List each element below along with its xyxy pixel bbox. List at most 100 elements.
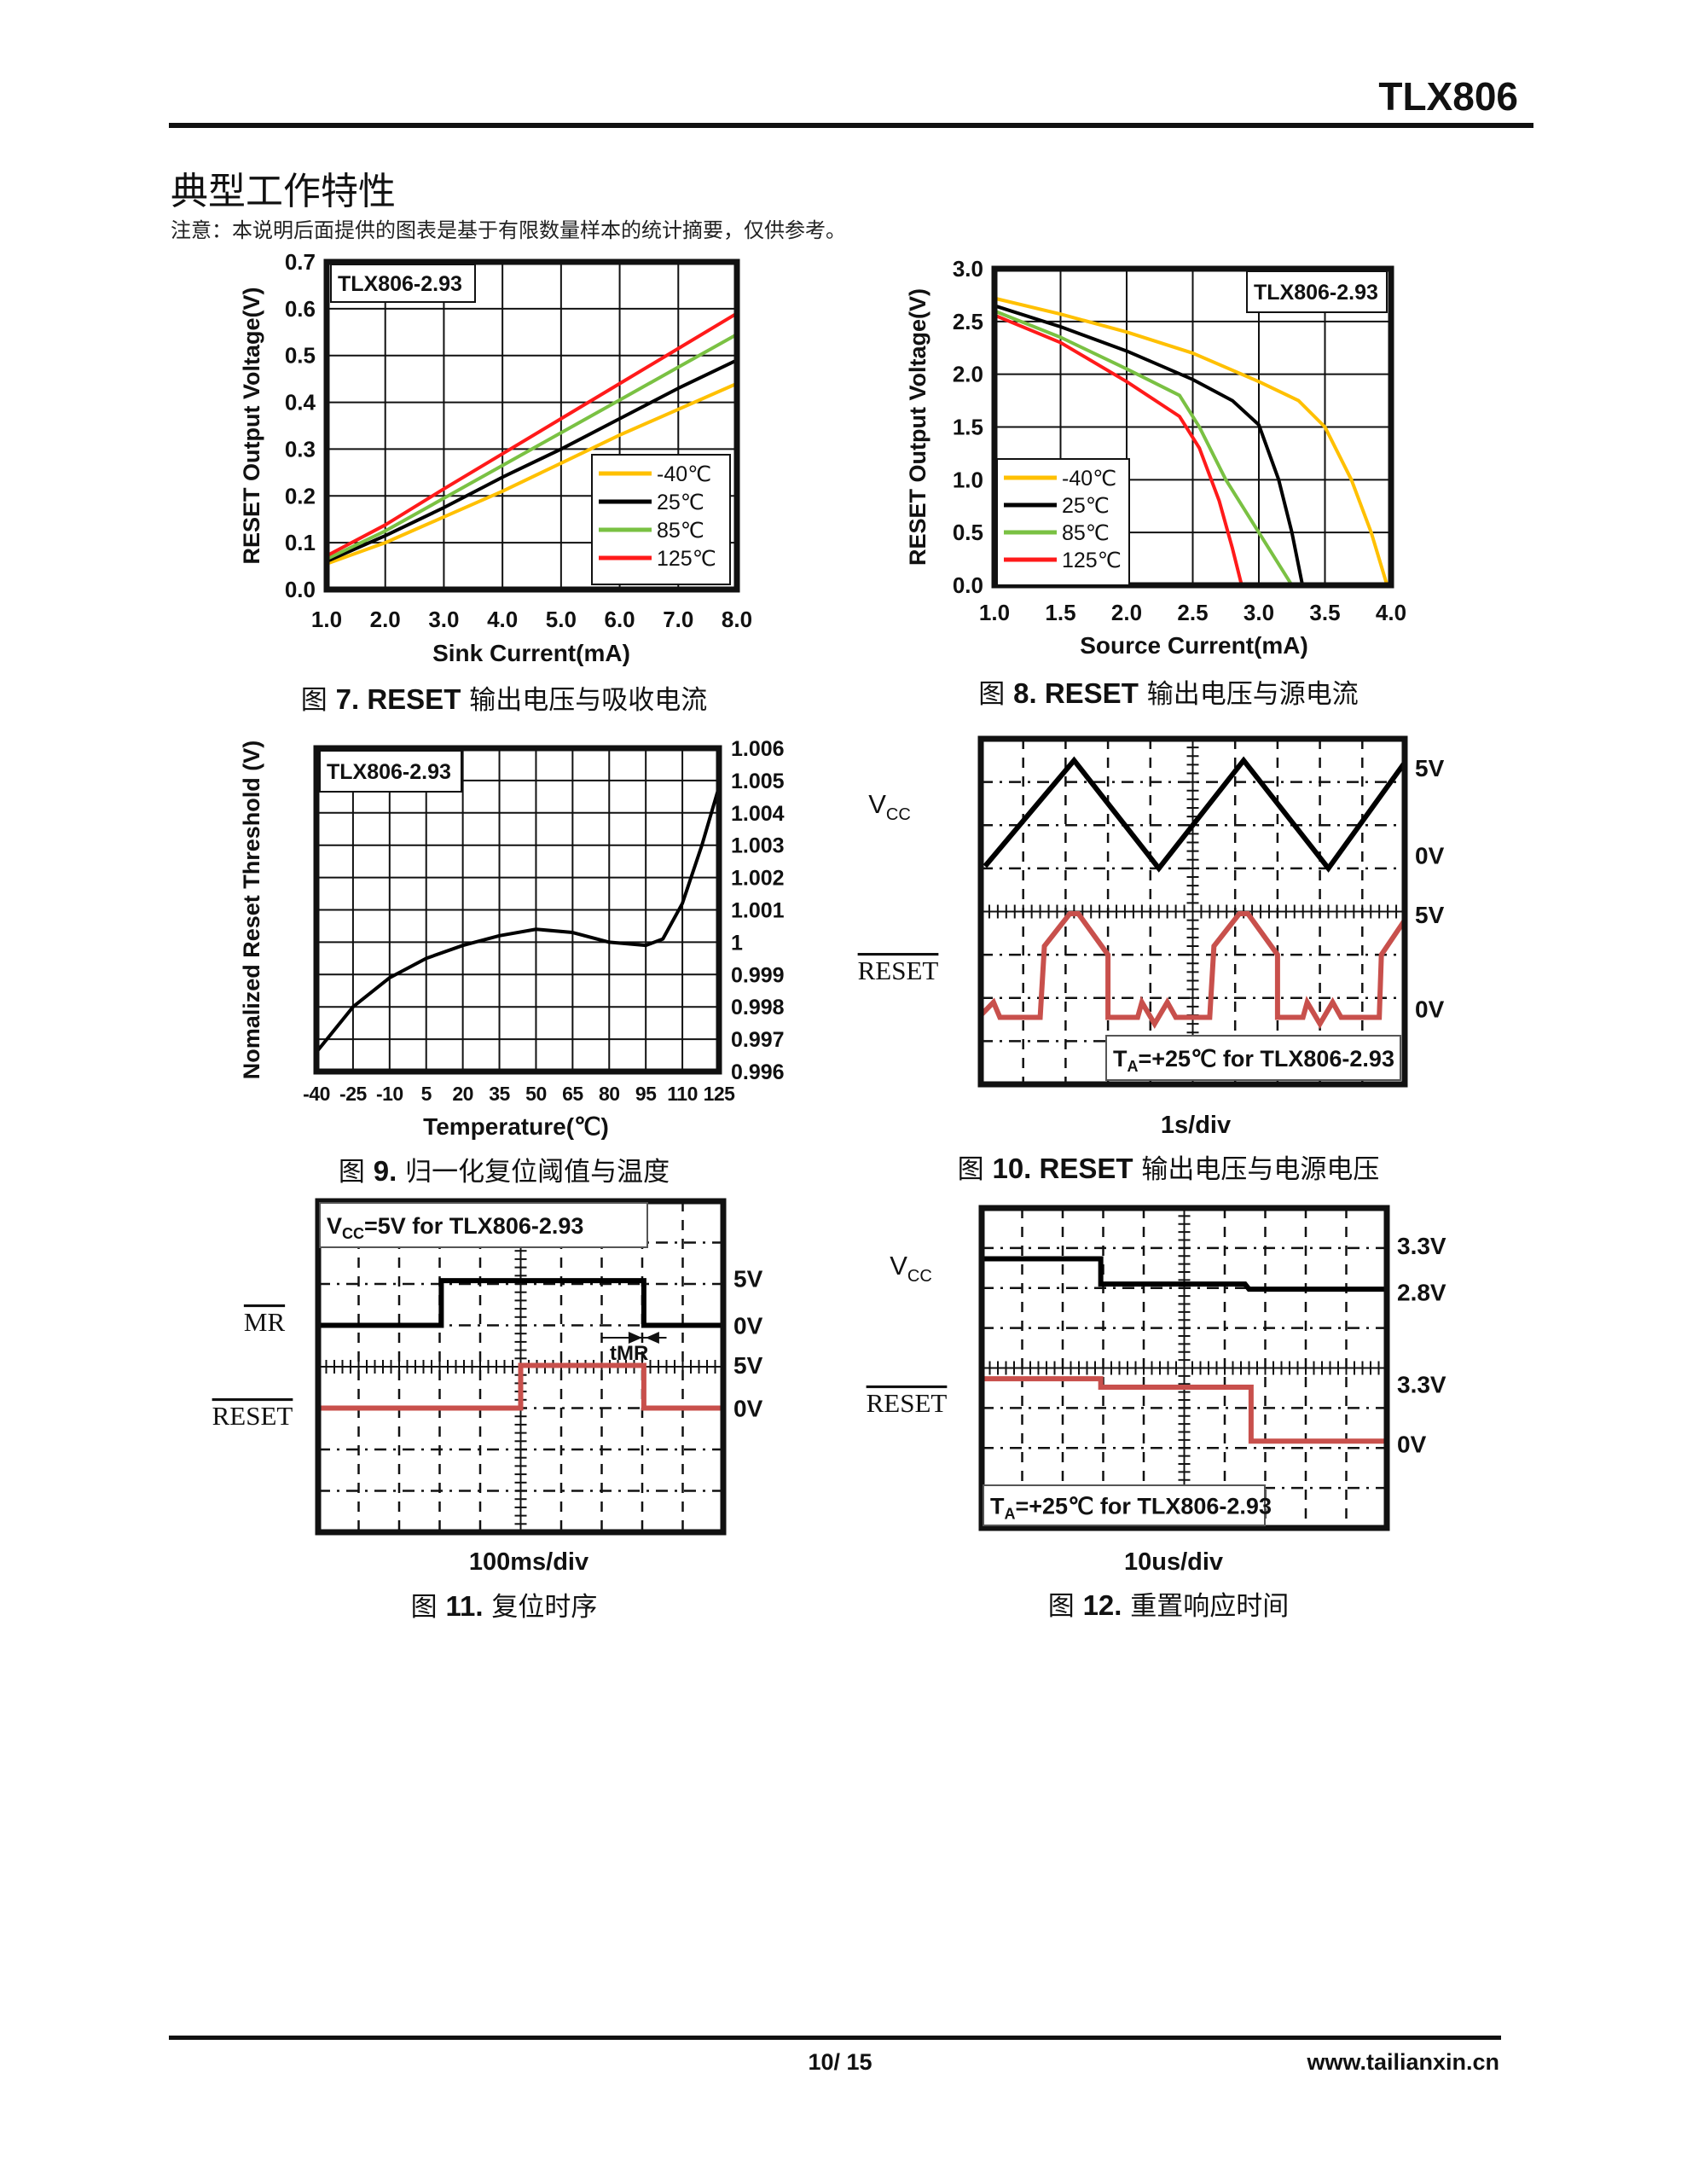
- x-tick-label: 1.5: [1045, 600, 1075, 625]
- y-tick-label: 0.999: [731, 963, 785, 987]
- series-line: [326, 381, 738, 566]
- y-tick-label: 2.0: [953, 362, 983, 387]
- series-line: [315, 786, 721, 1054]
- y-tick-label: 0.996: [731, 1060, 785, 1084]
- x-tick-label: 3.0: [428, 607, 459, 632]
- scope-frame: [315, 1198, 727, 1536]
- website-link[interactable]: www.tailianxin.cn: [1307, 2049, 1499, 2075]
- level-label: 5V: [733, 1266, 763, 1292]
- series-line: [994, 309, 1294, 587]
- x-axis-label: Source Current(mA): [1080, 632, 1308, 659]
- scope-frame: [978, 1205, 1390, 1531]
- annotation-subscript: A: [1005, 1506, 1016, 1523]
- x-tick-label: 110: [667, 1083, 698, 1105]
- y-tick-label: 0.0: [285, 577, 316, 602]
- figure-12-chart: VCC RESET 3.3V 2.8V 3.3V 0V TA=+25℃ for TLX806…: [867, 1205, 1446, 1576]
- y-tick-label: 0.4: [285, 390, 316, 415]
- series-line: [994, 296, 1389, 586]
- annotation-label: TLX806-2.93: [338, 272, 462, 296]
- legend-box: [996, 458, 1130, 586]
- y-axis-label: RESET Output Voltage(V): [905, 288, 930, 566]
- annotation-label: VCC=5V for TLX806-2.93: [327, 1213, 583, 1242]
- x-tick-label: 5.0: [546, 607, 577, 632]
- annotation-label: TLX806-2.93: [327, 760, 451, 784]
- x-tick-label: -25: [339, 1083, 367, 1105]
- level-label: 5V: [1415, 755, 1445, 781]
- x-tick-label: 50: [525, 1083, 547, 1105]
- x-tick-label: 8.0: [722, 607, 752, 632]
- annotation-rest: =5V for TLX806-2.93: [364, 1213, 583, 1239]
- y-tick-label: 0.7: [285, 249, 316, 275]
- y-tick-label: 1.003: [731, 834, 785, 858]
- trace-label-mr: MR: [244, 1307, 286, 1337]
- label-subscript: CC: [907, 1267, 932, 1286]
- figure-10-caption: 图 10. RESET 输出电压与电源电压: [958, 1147, 1380, 1186]
- trace-reset: [982, 1376, 1387, 1444]
- level-label: 0V: [733, 1313, 763, 1339]
- figure-12-caption: 图 12. 重置响应时间: [1048, 1584, 1290, 1623]
- legend-label: 125℃: [657, 547, 716, 571]
- product-title: TLX806: [1378, 74, 1518, 119]
- annotation-box: [1105, 1035, 1401, 1081]
- trace-label-vcc: VCC: [868, 789, 911, 824]
- caption-prefix: 图: [978, 679, 1014, 710]
- x-tick-label: 5: [421, 1083, 432, 1105]
- y-tick-label: 1.5: [953, 415, 983, 440]
- x-tick-label: 2.5: [1177, 600, 1208, 625]
- y-tick-label: 0.1: [285, 530, 316, 555]
- figure-8-caption: 图 8. RESET 输出电压与源电流: [978, 672, 1358, 711]
- y-tick-label: 1.004: [731, 802, 785, 826]
- annotation-box: [330, 264, 476, 303]
- x-tick-label: 1.0: [979, 600, 1010, 625]
- caption-prefix: 图: [957, 1154, 993, 1185]
- annotation-box: [319, 1202, 648, 1248]
- figure-7-chart: 1.0 2.0 3.0 4.0 5.0 6.0 7.0 8.0 0.0 0.1 0.2 0.3 0.4 0…: [239, 249, 752, 666]
- y-tick-label: 1.006: [731, 737, 785, 761]
- trace-label-reset: RESET: [858, 956, 939, 985]
- level-label: 0V: [1415, 843, 1445, 869]
- annotation-label: TA=+25℃ for TLX806-2.93: [1113, 1046, 1394, 1075]
- series-line: [994, 304, 1305, 586]
- annotation-box: [983, 1484, 1266, 1526]
- x-tick-label: 3.5: [1309, 600, 1340, 625]
- plot-frame: [323, 258, 740, 593]
- caption-number: 12.: [1082, 1589, 1122, 1621]
- x-tick-label: 95: [635, 1083, 657, 1105]
- level-label: 3.3V: [1397, 1371, 1446, 1397]
- annotation-rest: =+25℃ for TLX806-2.93: [1016, 1494, 1272, 1519]
- caption-number: 8. RESET: [1013, 677, 1139, 709]
- x-tick-label: 6.0: [604, 607, 635, 632]
- annotation-subscript: A: [1128, 1058, 1139, 1075]
- scope-frame: [977, 735, 1408, 1088]
- caption-text: 输出电压与吸收电流: [461, 685, 708, 716]
- y-tick-label: 3.0: [953, 256, 983, 282]
- caption-number: 9.: [373, 1155, 397, 1187]
- y-axis-label: Nomalized Reset Threshold (V): [239, 741, 264, 1080]
- series-line: [326, 311, 739, 558]
- trace-vcc: [982, 1256, 1387, 1292]
- x-tick-label: -10: [376, 1083, 403, 1105]
- caption-number: 7. RESET: [335, 683, 461, 715]
- timebase-label: 10us/div: [1124, 1548, 1223, 1576]
- arrow-right-icon: [628, 1332, 642, 1345]
- annotation-label: TA=+25℃ for TLX806-2.93: [990, 1494, 1272, 1523]
- level-label: 0V: [1397, 1432, 1427, 1458]
- annotation-box: [319, 750, 462, 793]
- x-tick-label: 35: [489, 1083, 510, 1105]
- section-note: 注意：本说明后面提供的图表是基于有限数量样本的统计摘要，仅供参考。: [171, 218, 846, 242]
- figure-10-chart: VCC RESET 5V 0V 5V 0V TA=+25℃ for TLX806-2.93 1…: [858, 735, 1445, 1139]
- y-tick-label: 0.2: [285, 483, 316, 508]
- trace-mr: [318, 1278, 723, 1328]
- caption-number: 10. RESET: [992, 1153, 1133, 1184]
- y-tick-label: 2.5: [953, 309, 983, 334]
- figure-7-caption: 图 7. RESET 输出电压与吸收电流: [301, 678, 707, 717]
- level-label: 3.3V: [1397, 1233, 1446, 1259]
- level-label: 0V: [733, 1396, 763, 1422]
- legend-label: 85℃: [657, 519, 704, 543]
- legend-label: 25℃: [657, 491, 704, 514]
- figure-11-chart: MR RESET 5V 0V 5V 0V tMR VCC=5V for TLX806-2.93…: [212, 1198, 763, 1576]
- y-tick-label: 1.001: [731, 899, 785, 923]
- x-axis-label: Temperature(℃): [423, 1113, 609, 1140]
- y-tick-label: 0.0: [953, 572, 983, 598]
- y-axis-label: RESET Output Voltage(V): [239, 288, 264, 565]
